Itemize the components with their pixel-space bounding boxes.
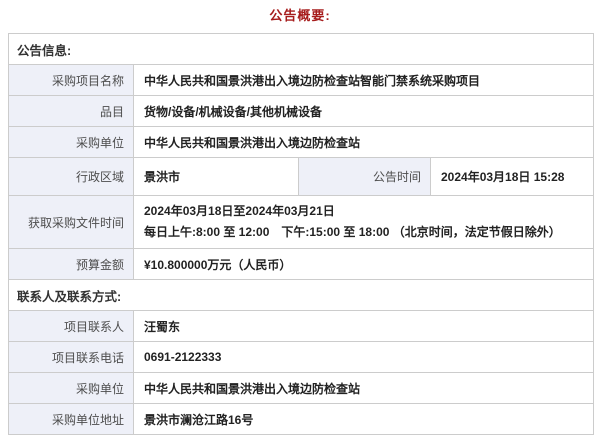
budget-label: 预算金额 <box>8 248 134 280</box>
page-title: 公告概要: <box>269 8 331 23</box>
table-row-purchaser: 采购单位 中华人民共和国景洪港出入境边防检查站 <box>8 126 595 158</box>
table-row-contact-phone: 项目联系电话 0691-2122333 <box>8 341 595 373</box>
table-row-purchaser-address: 采购单位地址 景洪市澜沧江路16号 <box>8 403 595 435</box>
table-row-region-and-time: 行政区域 景洪市 公告时间 2024年03月18日 15:28 <box>8 157 595 196</box>
table-row-budget: 预算金额 ¥10.800000万元（人民币） <box>8 248 595 280</box>
budget-value: ¥10.800000万元（人民币） <box>132 248 595 280</box>
section-title-announcement: 公告信息: <box>7 33 595 65</box>
contact-phone-label: 项目联系电话 <box>8 341 134 373</box>
doc-time-value: 2024年03月18日至2024年03月21日 每日上午:8:00 至 12:0… <box>132 195 595 249</box>
announcement-table: 公告信息: 采购项目名称 中华人民共和国景洪港出入境边防检查站智能门禁系统采购项… <box>7 33 595 435</box>
region-label: 行政区域 <box>8 157 134 196</box>
purchaser-unit-value: 中华人民共和国景洪港出入境边防检查站 <box>132 372 595 404</box>
contact-phone-value: 0691-2122333 <box>132 341 595 373</box>
purchaser-address-value: 景洪市澜沧江路16号 <box>132 403 595 435</box>
contact-person-value: 汪蜀东 <box>132 310 595 342</box>
project-name-value: 中华人民共和国景洪港出入境边防检查站智能门禁系统采购项目 <box>132 64 595 96</box>
section-row-announcement: 公告信息: <box>7 33 595 65</box>
purchaser-value: 中华人民共和国景洪港出入境边防检查站 <box>132 126 595 158</box>
doc-time-label: 获取采购文件时间 <box>8 195 134 249</box>
announce-time-value: 2024年03月18日 15:28 <box>429 157 595 196</box>
project-name-label: 采购项目名称 <box>8 64 134 96</box>
purchaser-unit-label: 采购单位 <box>8 372 134 404</box>
category-value: 货物/设备/机械设备/其他机械设备 <box>132 95 595 127</box>
contact-person-label: 项目联系人 <box>8 310 134 342</box>
table-row-project-name: 采购项目名称 中华人民共和国景洪港出入境边防检查站智能门禁系统采购项目 <box>8 64 595 96</box>
doc-time-line2: 每日上午:8:00 至 12:00 下午:15:00 至 18:00 （北京时间… <box>144 225 561 239</box>
section-row-contact: 联系人及联系方式: <box>7 279 595 311</box>
purchaser-label: 采购单位 <box>8 126 134 158</box>
table-row-doc-time: 获取采购文件时间 2024年03月18日至2024年03月21日 每日上午:8:… <box>8 195 595 249</box>
purchaser-address-label: 采购单位地址 <box>8 403 134 435</box>
section-title-contact: 联系人及联系方式: <box>7 279 595 311</box>
region-value: 景洪市 <box>133 157 299 196</box>
table-row-purchaser-unit: 采购单位 中华人民共和国景洪港出入境边防检查站 <box>8 372 595 404</box>
table-row-contact-person: 项目联系人 汪蜀东 <box>8 310 595 342</box>
category-label: 品目 <box>8 95 134 127</box>
announcement-table-container: 公告信息: 采购项目名称 中华人民共和国景洪港出入境边防检查站智能门禁系统采购项… <box>7 33 595 435</box>
table-row-category: 品目 货物/设备/机械设备/其他机械设备 <box>8 95 595 127</box>
doc-time-line1: 2024年03月18日至2024年03月21日 <box>144 204 335 218</box>
announce-time-label: 公告时间 <box>298 157 431 196</box>
